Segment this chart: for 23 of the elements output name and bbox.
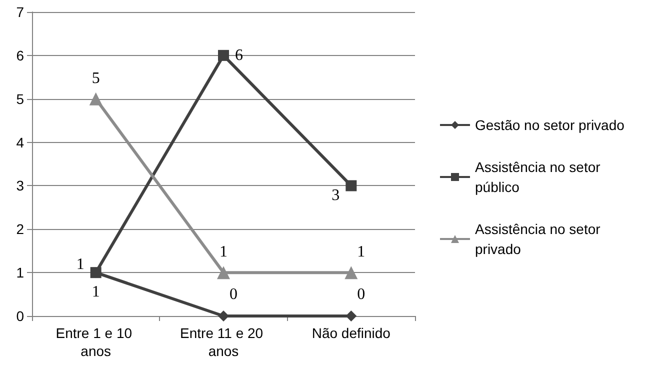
x-tick-label: Não definido	[312, 325, 391, 341]
x-tick-label: Entre 11 e 20 anos	[180, 325, 267, 359]
y-tick-label: 2	[16, 221, 24, 238]
data-label: 5	[92, 70, 100, 87]
y-tick-label: 4	[16, 134, 24, 150]
y-tick-label: 5	[16, 90, 24, 107]
data-label: 6	[235, 46, 243, 64]
y-tick-label: 7	[16, 4, 24, 20]
data-label: 1	[76, 256, 84, 274]
legend-label: Gestão no setor privado	[475, 117, 625, 133]
data-label: 0	[357, 286, 366, 303]
x-tick-label: Entre 1 e 10 anos	[56, 325, 136, 359]
y-tick-label: 1	[16, 264, 24, 281]
legend-label: Assistência no setor privado	[475, 221, 604, 257]
data-label: 1	[220, 244, 228, 261]
data-label: 0	[230, 286, 238, 303]
data-label: 3	[332, 187, 340, 204]
y-tick-label: 0	[16, 308, 24, 324]
y-tick-label: 3	[16, 178, 24, 194]
data-label: 1	[357, 244, 366, 261]
y-tick-label: 6	[16, 47, 24, 64]
data-label: 1	[92, 284, 100, 301]
legend-label: Assistência no setor público	[475, 159, 604, 195]
